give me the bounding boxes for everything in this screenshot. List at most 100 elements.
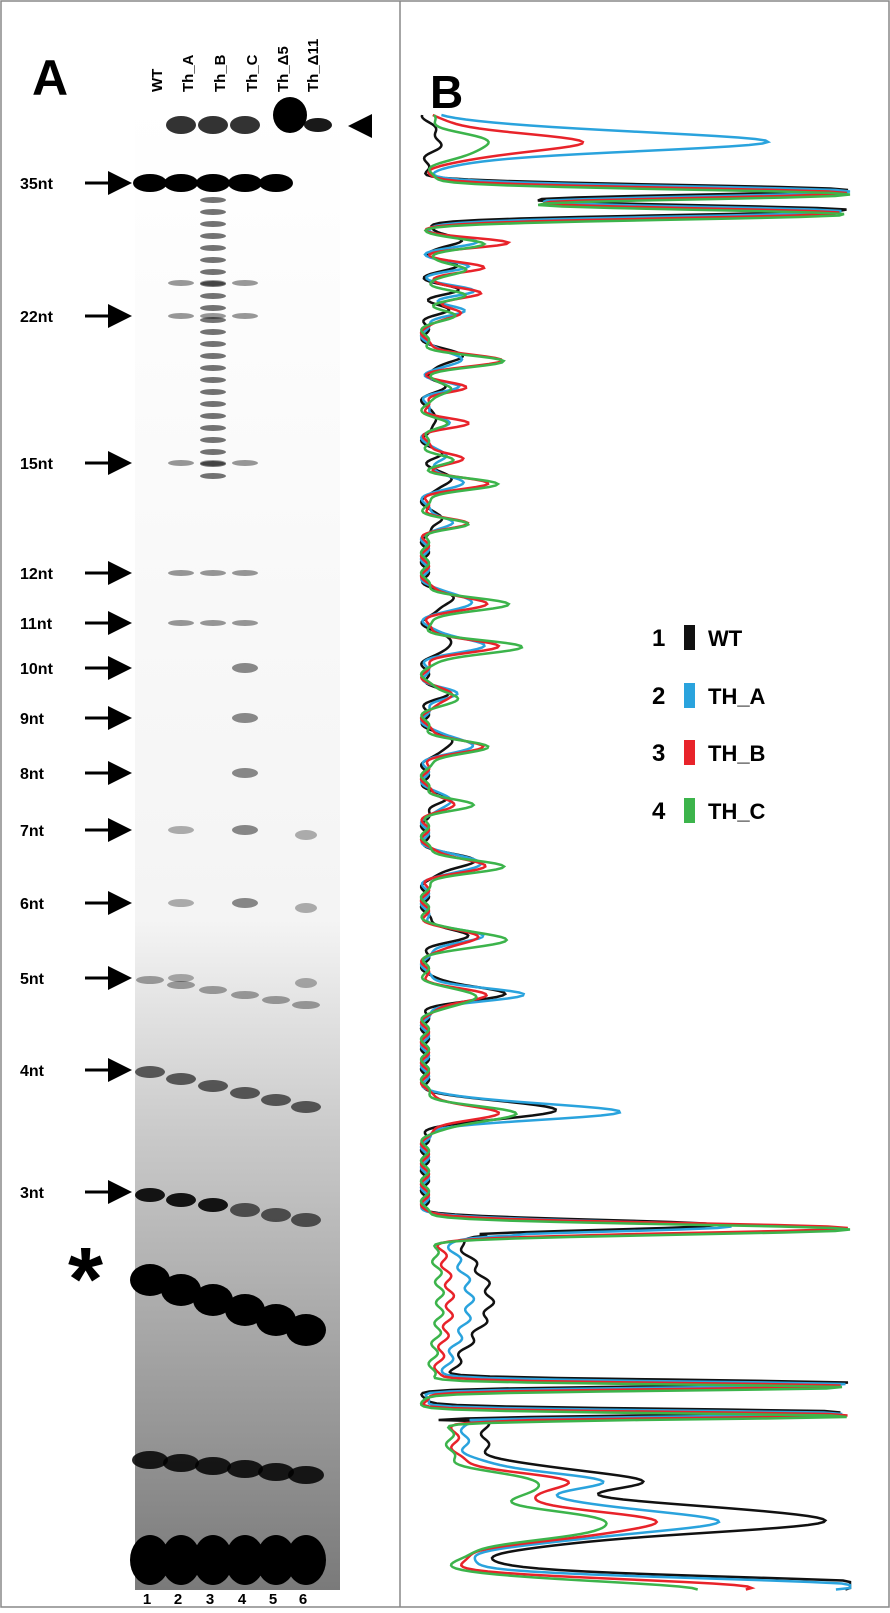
lane-number: 6 [299,1591,307,1608]
size-marker: 7nt [20,823,45,840]
size-marker: 10nt [20,661,54,678]
band [232,898,258,908]
lane-number: 2 [174,1591,182,1608]
size-marker: 22nt [20,309,54,326]
band [286,1314,326,1346]
band [291,1213,321,1227]
asterisk: * [68,1230,103,1330]
band [232,713,258,723]
lane-number: 4 [238,1591,247,1608]
band [256,1535,296,1585]
band [200,329,226,335]
band [168,826,194,834]
band [288,1466,324,1484]
band [200,257,226,263]
band [164,174,198,192]
band [200,233,226,239]
band [200,221,226,227]
band [200,280,226,286]
band [200,313,226,319]
band [195,1457,231,1475]
band [291,1101,321,1113]
band [161,1535,201,1585]
band [200,425,226,431]
band [168,570,194,576]
band [232,825,258,835]
band [200,437,226,443]
band [295,830,317,840]
band [200,281,226,287]
legend-label: TH_B [708,741,765,766]
band [232,768,258,778]
legend-number: 1 [652,625,665,652]
arrowhead [348,114,372,138]
band [230,116,260,134]
band [295,978,317,988]
size-marker: 6nt [20,896,45,913]
band [200,377,226,383]
band [135,1066,165,1078]
band [258,1463,294,1481]
band [295,903,317,913]
traces [419,113,852,1591]
lane-header: Th_Δ5 [275,46,292,92]
band [200,389,226,395]
band [135,1188,165,1202]
band [200,197,226,203]
band [166,1193,196,1207]
band [168,280,194,286]
band [200,293,226,299]
size-marker: 15nt [20,456,54,473]
band [200,461,226,467]
band [200,269,226,275]
band [200,353,226,359]
gel [135,100,340,1590]
panel-label: B [430,66,463,118]
lane-header: WT [149,69,166,92]
band [193,1535,233,1585]
band [228,174,262,192]
band [136,976,164,984]
band [232,663,258,673]
band [231,991,259,999]
legend-label: TH_C [708,799,766,824]
legend-label: TH_A [708,684,766,709]
band [227,1460,263,1478]
band [200,317,226,323]
band [200,570,226,576]
band [167,981,195,989]
trace [419,114,851,1591]
band [286,1535,326,1585]
band [232,570,258,576]
size-marker: 3nt [20,1185,45,1202]
band [200,245,226,251]
band [199,986,227,994]
band [130,1535,170,1585]
band [130,1264,170,1296]
band [261,1094,291,1106]
legend-number: 2 [652,683,665,710]
band [198,116,228,134]
legend-number: 4 [652,798,666,825]
trace [419,114,852,1591]
lane-number: 3 [206,1591,214,1608]
band [132,1451,168,1469]
band [232,280,258,286]
band [168,974,194,982]
band [200,305,226,311]
lane-number: 5 [269,1591,277,1608]
band [166,116,196,134]
band [273,97,307,133]
legend-swatch [684,798,695,823]
lane-number: 1 [143,1591,151,1608]
panel-label: A [32,50,68,106]
band [200,401,226,407]
band [168,620,194,626]
trace [419,113,848,1591]
band [133,174,167,192]
band [198,1198,228,1212]
band [230,1087,260,1099]
band [200,473,226,479]
size-marker: 35nt [20,176,54,193]
